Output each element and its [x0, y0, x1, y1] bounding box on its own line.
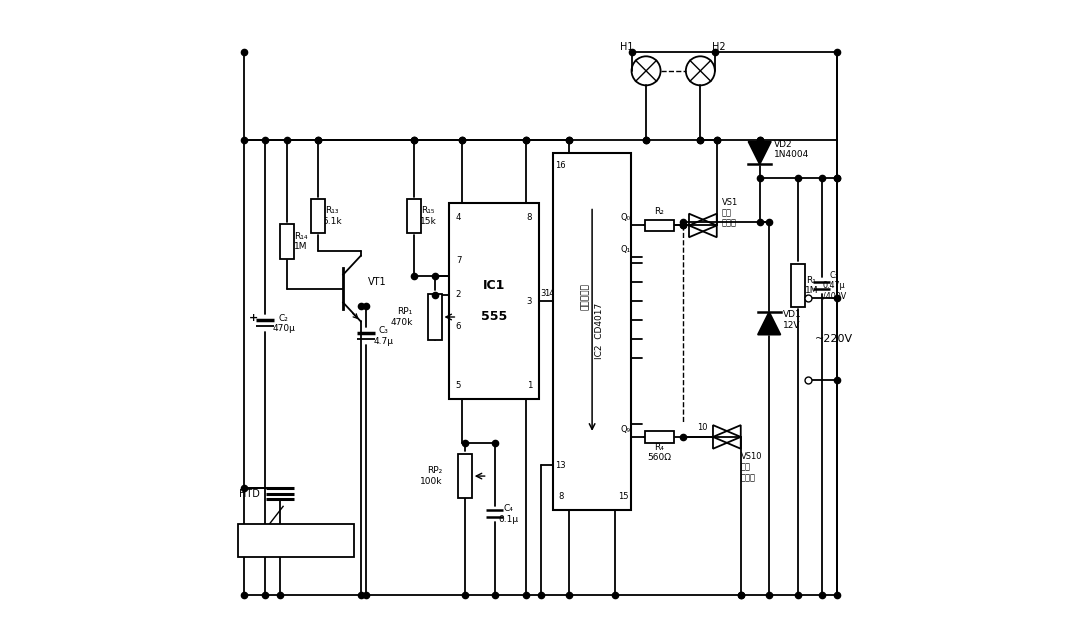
Text: RP₂
100k: RP₂ 100k: [420, 467, 443, 486]
Text: IC2  CD4017: IC2 CD4017: [596, 303, 604, 359]
Bar: [238, 524, 355, 557]
Text: VD1
12V: VD1 12V: [783, 311, 802, 330]
Bar: [428, 294, 442, 340]
Text: 7: 7: [456, 256, 461, 264]
Text: 15: 15: [618, 493, 629, 501]
Text: R₄
560Ω: R₄ 560Ω: [647, 443, 671, 462]
Text: H1: H1: [620, 42, 634, 52]
Text: 555: 555: [481, 311, 507, 323]
Text: VS1
双向
晶阀管: VS1 双向 晶阀管: [721, 198, 739, 228]
Text: 10: 10: [697, 423, 707, 432]
Text: Q₉: Q₉: [621, 425, 631, 434]
Text: HTD: HTD: [239, 489, 260, 499]
Bar: [458, 454, 472, 498]
Text: 8: 8: [527, 213, 532, 222]
Bar: [280, 224, 293, 259]
Text: 16: 16: [556, 161, 567, 170]
Text: 3: 3: [527, 297, 532, 306]
Bar: [407, 198, 421, 233]
Text: R₁₄
1M: R₁₄ 1M: [295, 231, 307, 251]
Text: RP₁
470k: RP₁ 470k: [390, 307, 413, 327]
Text: VD2
1N4004: VD2 1N4004: [774, 140, 808, 159]
Text: R₁
1M: R₁ 1M: [805, 276, 818, 295]
Text: Q₁: Q₁: [621, 245, 631, 254]
Text: 14: 14: [544, 289, 554, 298]
Text: H2: H2: [713, 42, 726, 52]
Text: 2: 2: [456, 290, 461, 299]
Polygon shape: [748, 141, 771, 164]
Text: 压电陶瓷片（声音传感器）: 压电陶瓷片（声音传感器）: [263, 536, 328, 545]
Text: R₁₃
5.1k: R₁₃ 5.1k: [321, 206, 342, 226]
Text: IC1: IC1: [483, 279, 505, 292]
Text: C₃
4.7μ: C₃ 4.7μ: [373, 327, 393, 346]
Text: +: +: [248, 313, 258, 323]
Text: VT1: VT1: [369, 277, 387, 287]
Polygon shape: [758, 312, 780, 335]
Text: 1: 1: [527, 380, 532, 390]
Bar: [554, 153, 631, 510]
Text: 6: 6: [456, 322, 461, 331]
Text: 计数分频器: 计数分频器: [582, 283, 590, 310]
Text: C₁
0.47μ
/400V: C₁ 0.47μ /400V: [822, 271, 846, 301]
Text: R₁₅
15k: R₁₅ 15k: [420, 206, 436, 226]
Text: C₂
470μ: C₂ 470μ: [272, 314, 296, 333]
Text: Q₀: Q₀: [621, 214, 631, 223]
Bar: [645, 220, 674, 231]
Text: C₄
0.1μ: C₄ 0.1μ: [499, 504, 518, 524]
Text: R₂: R₂: [655, 207, 664, 216]
Bar: [311, 198, 325, 233]
Bar: [790, 264, 804, 307]
Text: 5: 5: [456, 380, 461, 390]
Text: 13: 13: [556, 461, 567, 470]
Bar: [645, 431, 674, 443]
Text: 3: 3: [541, 289, 546, 298]
Text: 8: 8: [558, 493, 563, 501]
Text: ~220V: ~220V: [815, 334, 854, 344]
Text: VS10
双向
晶阀管: VS10 双向 晶阀管: [741, 452, 762, 482]
Bar: [449, 204, 539, 399]
Text: 4: 4: [456, 213, 461, 222]
